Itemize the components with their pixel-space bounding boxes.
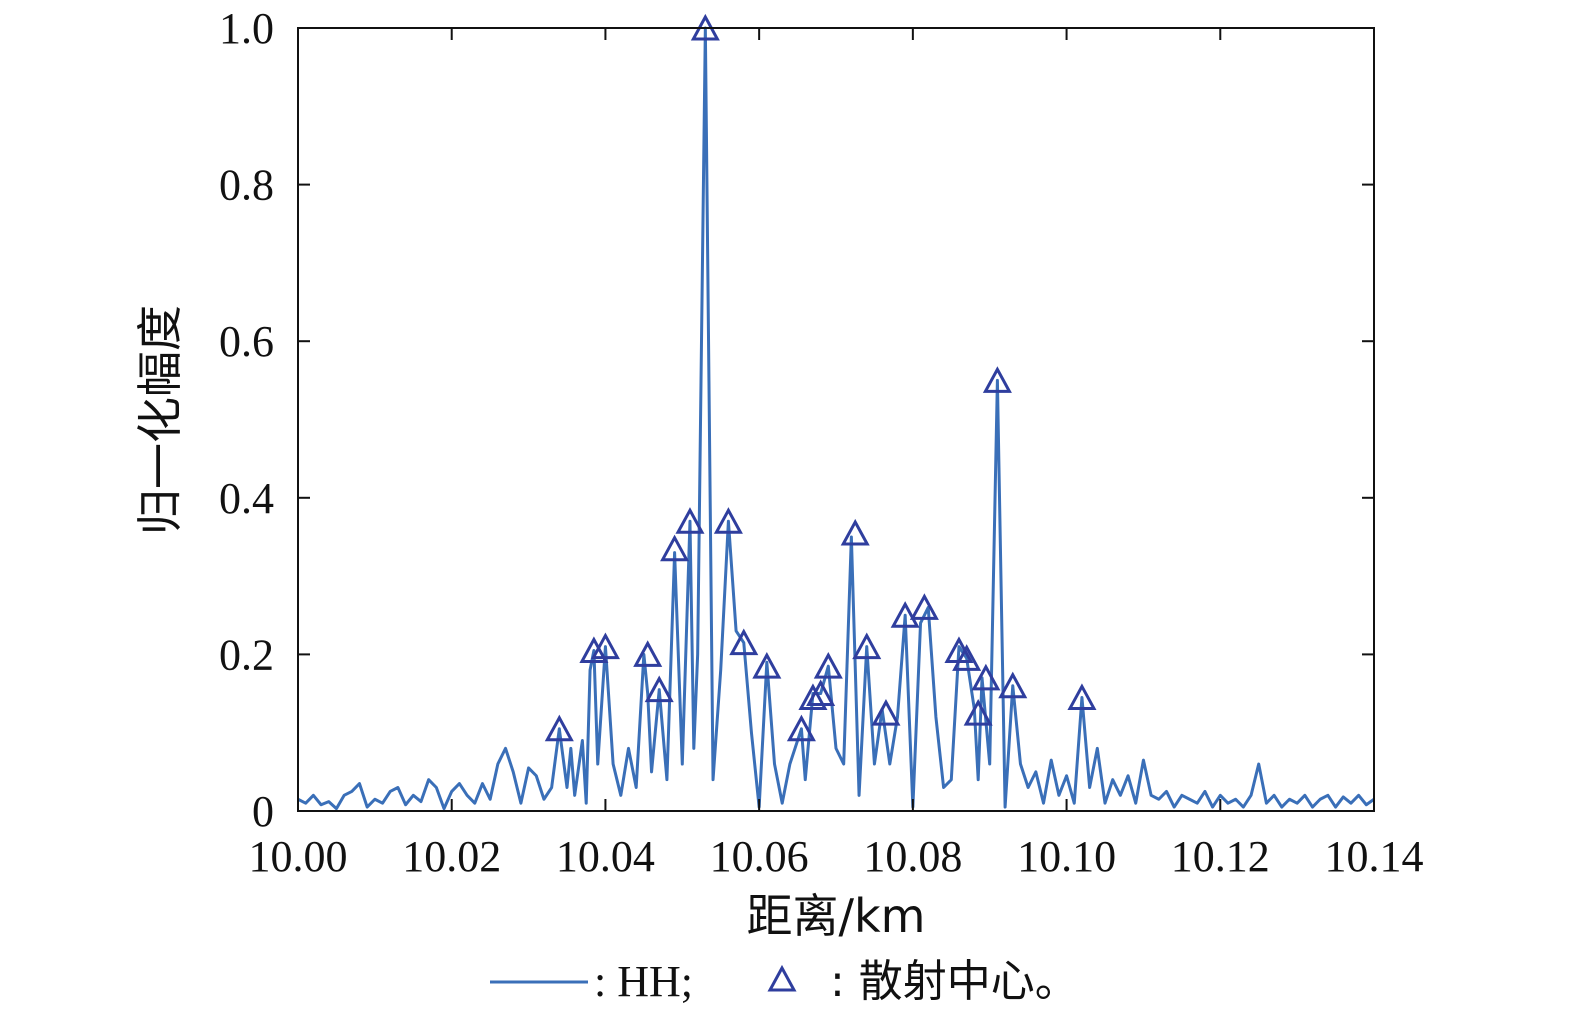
scattering-center-marker bbox=[660, 534, 690, 562]
x-tick-label: 10.10 bbox=[1017, 832, 1116, 881]
scattering-center-marker bbox=[909, 593, 939, 620]
scattering-center-marker bbox=[633, 640, 663, 667]
scattering-center-marker bbox=[798, 683, 828, 710]
legend-triangle-marker bbox=[767, 964, 797, 992]
scattering-center-marker bbox=[675, 507, 705, 534]
y-axis-title: 归一化幅度 bbox=[133, 305, 187, 535]
legend: : HH; : 散射中心。 bbox=[490, 956, 1079, 1007]
scattering-center-marker bbox=[890, 601, 920, 628]
x-tick-label: 10.14 bbox=[1325, 832, 1424, 881]
scattering-center-marker bbox=[971, 663, 1001, 691]
legend-marker-label: : 散射中心。 bbox=[830, 956, 1079, 1007]
scattering-center-marker bbox=[852, 632, 882, 660]
x-tick-label: 10.12 bbox=[1171, 832, 1270, 881]
ticks-layer: 10.00 10.02 10.04 10.06 10.08 10.10 10.12 10.14… bbox=[219, 4, 1424, 881]
scattering-center-marker bbox=[579, 636, 609, 663]
scattering-center-marker bbox=[713, 507, 743, 534]
y-tick-label: 0.4 bbox=[219, 474, 274, 523]
scattering-center-marker bbox=[544, 714, 574, 742]
y-tick-label: 0.2 bbox=[219, 630, 274, 679]
scattering-center-marker bbox=[982, 366, 1012, 393]
scattering-center-marker bbox=[813, 652, 843, 679]
x-tick-label: 10.04 bbox=[556, 832, 655, 881]
scattering-center-marker bbox=[840, 518, 870, 546]
scattering-center-marker bbox=[1067, 683, 1097, 710]
y-tick-label: 1.0 bbox=[219, 4, 274, 53]
scattering-center-marker bbox=[871, 698, 901, 726]
x-tick-label: 10.02 bbox=[402, 832, 501, 881]
plot-frame bbox=[297, 27, 1375, 812]
x-tick-label: 10.08 bbox=[863, 832, 962, 881]
scattering-center-marker bbox=[963, 698, 993, 726]
scattering-center-marker bbox=[590, 632, 620, 660]
scattering-center-marker bbox=[806, 679, 836, 707]
scattering-center-marker bbox=[729, 628, 759, 656]
x-tick-label: 10.00 bbox=[249, 832, 348, 881]
scattering-center-marker bbox=[644, 675, 674, 703]
x-tick-label: 10.06 bbox=[710, 832, 809, 881]
scattering-center-marker bbox=[952, 644, 982, 671]
scattering-center-marker bbox=[998, 671, 1028, 699]
y-tick-label: 0.6 bbox=[219, 317, 274, 366]
hh-series-line bbox=[297, 26, 1375, 811]
y-tick-label: 0 bbox=[252, 787, 274, 836]
scattering-center-marker bbox=[786, 714, 816, 742]
y-tick-label: 0.8 bbox=[219, 161, 274, 210]
legend-line-label: : HH; bbox=[594, 957, 693, 1006]
scattering-center-marker bbox=[752, 652, 782, 679]
x-axis-title: 距离/km bbox=[747, 889, 926, 943]
